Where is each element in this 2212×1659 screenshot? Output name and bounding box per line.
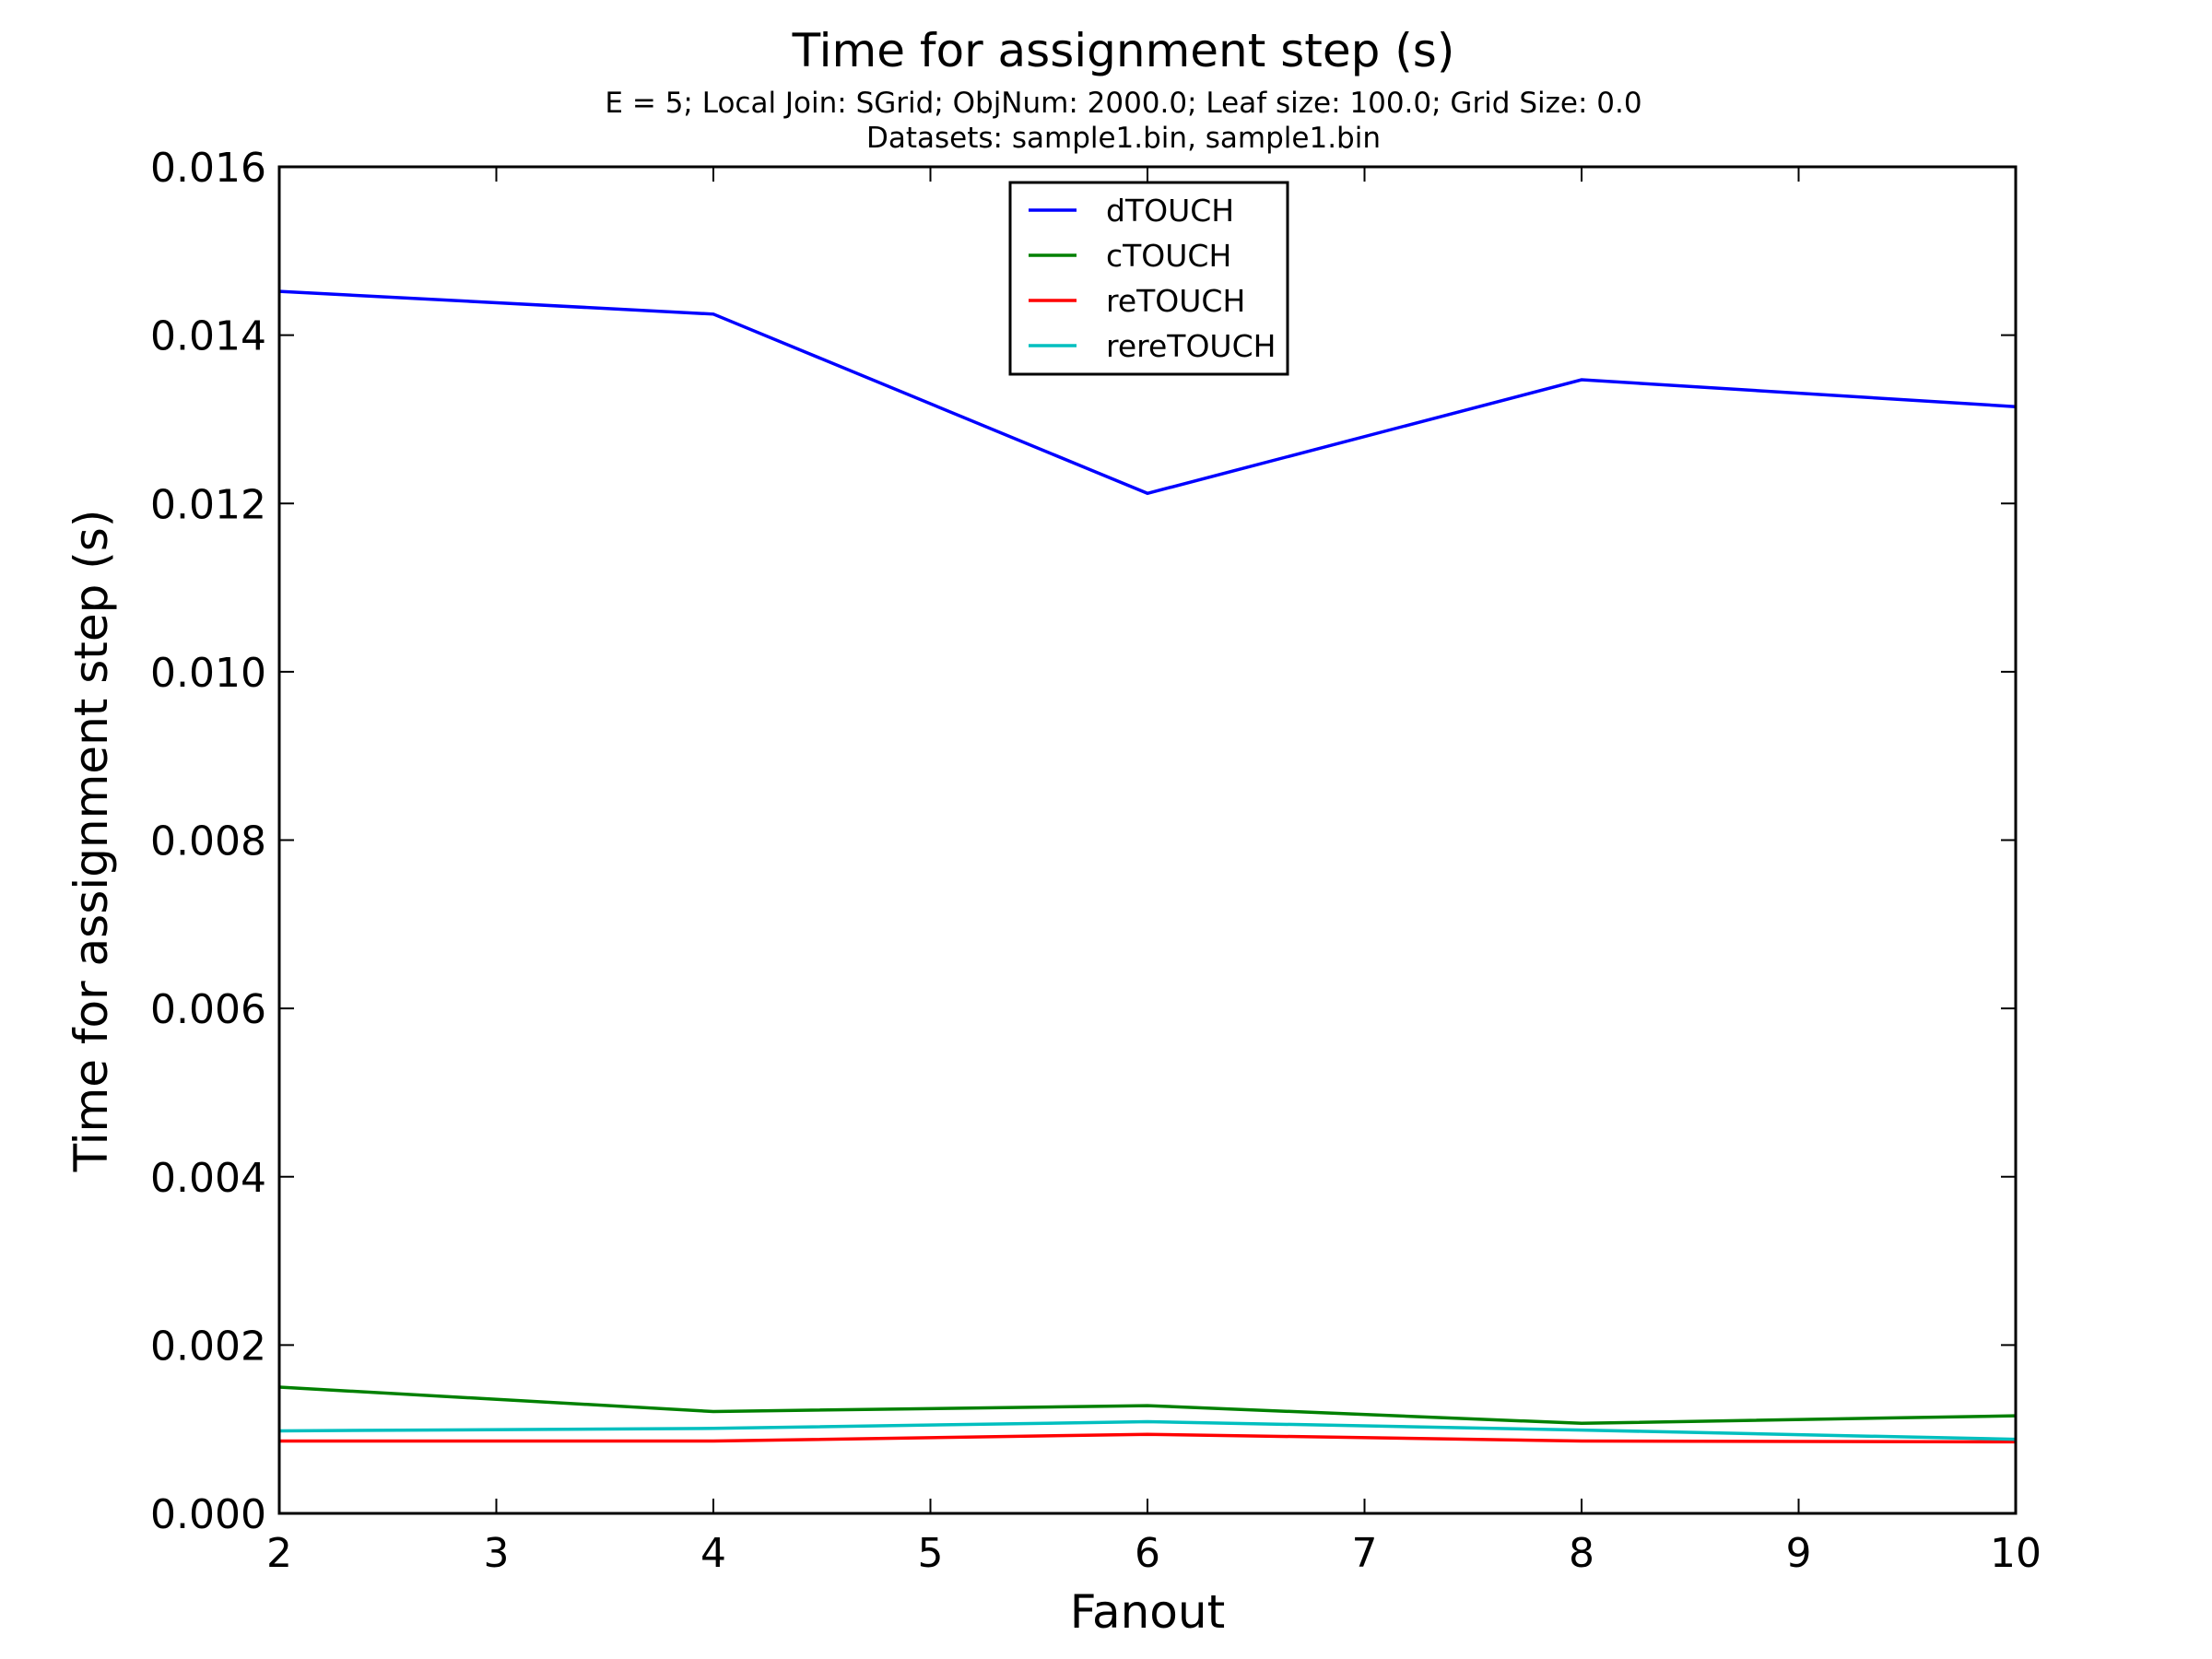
y-axis: 0.000 0.002 0.004 0.006 0.008 0.010 0.012 0.014… — [150, 145, 2016, 1538]
x-tick-label: 6 — [1135, 1530, 1160, 1577]
x-tick-label: 4 — [700, 1530, 726, 1577]
y-tick-label: 0.004 — [150, 1155, 266, 1202]
x-tick-label: 9 — [1786, 1530, 1812, 1577]
series-line-ctouch — [278, 1385, 2017, 1426]
y-tick-label: 0.014 — [150, 313, 266, 360]
x-tick-label: 3 — [484, 1530, 510, 1577]
y-axis-label: Time for assignment step (s) — [65, 510, 118, 1173]
plot-area — [278, 289, 2017, 1444]
chart-subtitle-line-2: Datasets: sample1.bin, sample1.bin — [866, 122, 1381, 155]
legend-label-dtouch: dTOUCH — [1106, 193, 1234, 229]
y-tick-label: 0.016 — [150, 145, 266, 192]
x-tick-label: 8 — [1569, 1530, 1594, 1577]
x-tick-label: 10 — [1990, 1530, 2041, 1577]
x-axis: 2 3 4 5 6 7 8 9 10 — [266, 167, 2041, 1577]
y-tick-label: 0.006 — [150, 986, 266, 1033]
x-tick-label: 7 — [1352, 1530, 1378, 1577]
legend-box — [1008, 181, 1289, 376]
y-tick-label: 0.008 — [150, 818, 266, 865]
y-tick-label: 0.012 — [150, 481, 266, 528]
x-axis-label: Fanout — [1070, 1585, 1225, 1639]
series-line-dtouch — [278, 289, 2017, 496]
legend-label-reretouch: rereTOUCH — [1106, 328, 1276, 364]
legend-label-retouch: reTOUCH — [1106, 283, 1245, 319]
series-line-retouch — [279, 1432, 2017, 1444]
y-tick-label: 0.000 — [150, 1491, 266, 1538]
chart-title: Time for assignment step (s) — [792, 24, 1455, 77]
y-tick-label: 0.002 — [150, 1323, 266, 1370]
chart-subtitle-line-1: E = 5; Local Join: SGrid; ObjNum: 2000.0… — [605, 87, 1641, 120]
x-tick-label: 5 — [918, 1530, 944, 1577]
y-tick-label: 0.010 — [150, 650, 266, 697]
legend-label-ctouch: cTOUCH — [1106, 238, 1231, 274]
series-line-reretouch — [278, 1419, 2017, 1441]
x-tick-label: 2 — [266, 1530, 292, 1577]
legend: dTOUCH cTOUCH reTOUCH rereTOUCH — [1008, 181, 1289, 376]
